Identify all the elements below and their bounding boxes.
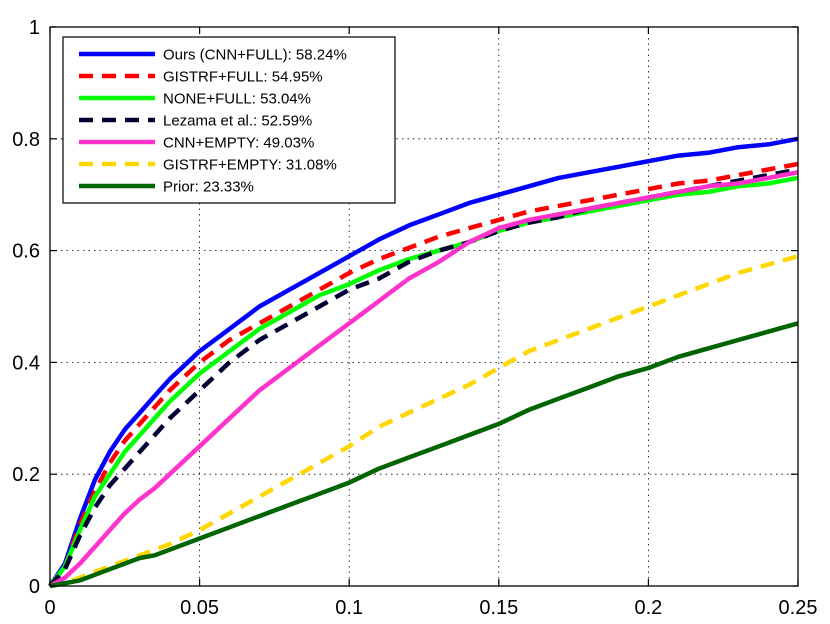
legend-label-0: Ours (CNN+FULL): 58.24% [163,47,347,64]
legend-label-2: NONE+FULL: 53.04% [163,91,311,108]
series-line-0 [48,136,799,588]
axis-ticks: 0 0.05 0.1 0.15 0.2 0.25 0 0.2 0.4 0.6 0.8 1 [12,17,817,619]
y-tick-label: 0.2 [12,464,40,486]
series-line-1 [48,161,799,588]
legend-label-5: GISTRF+EMPTY: 31.08% [163,157,337,174]
y-tick-label: 0.6 [12,241,40,263]
legend-label-1: GISTRF+FULL: 54.95% [163,69,323,86]
x-tick-label: 0.1 [335,597,363,619]
x-tick-label: 0.2 [634,597,662,619]
y-tick-label: 0.4 [12,352,40,374]
legend-box [62,36,396,204]
legend-label-6: Prior: 23.33% [163,179,254,196]
plot-frame [49,26,799,587]
y-tick-label: 0.8 [12,129,40,151]
legend-label-3: Lezama et al.: 52.59% [163,113,312,130]
series-line-6 [49,321,799,589]
y-tick-label: 1 [29,17,40,39]
legend-label-4: CNN+EMPTY: 49.03% [163,135,314,152]
x-tick-label: 0 [44,597,55,619]
x-tick-label: 0.25 [779,597,818,619]
x-tick-label: 0.15 [479,597,518,619]
series-line-2 [48,175,799,588]
y-tick-label: 0 [29,576,40,598]
series-lines [48,136,799,589]
x-tick-label: 0.05 [180,597,219,619]
legend: Ours (CNN+FULL): 58.24% GISTRF+FULL: 54.9… [62,36,396,204]
series-line-5 [49,254,799,589]
series-line-4 [48,170,799,588]
grid [50,27,798,586]
